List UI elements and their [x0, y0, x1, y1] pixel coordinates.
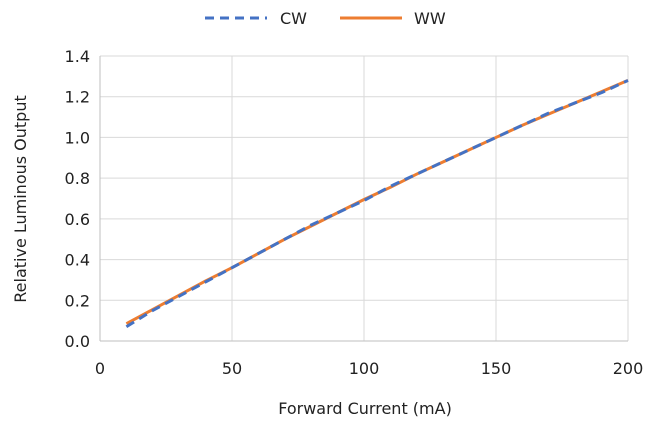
x-tick-label: 100 — [349, 359, 380, 378]
y-tick-label: 0.4 — [65, 251, 90, 270]
x-tick-label: 150 — [481, 359, 512, 378]
y-tick-label: 0.2 — [65, 291, 90, 310]
x-tick-label: 0 — [95, 359, 105, 378]
x-tick-label: 50 — [222, 359, 242, 378]
series-line-ww — [125, 79, 629, 326]
series-layer — [125, 79, 629, 329]
y-tick-label: 1.0 — [65, 128, 90, 147]
y-tick-label: 0.0 — [65, 332, 90, 351]
y-tick-label: 0.8 — [65, 169, 90, 188]
y-tick-label: 1.4 — [65, 47, 90, 66]
tick-labels: 0.0 0.2 0.4 0.6 0.8 1.0 1.2 1.4 0 50 100 150 200 — [65, 47, 644, 378]
series-line-cw — [125, 79, 629, 329]
x-axis-title: Forward Current (mA) — [278, 399, 452, 418]
x-tick-label: 200 — [613, 359, 644, 378]
axes — [99, 56, 628, 342]
legend-label-cw: CW — [280, 9, 307, 28]
legend: CW WW — [205, 9, 446, 28]
y-tick-label: 0.6 — [65, 210, 90, 229]
grid-lines — [100, 55, 629, 341]
y-tick-label: 1.2 — [65, 88, 90, 107]
legend-label-ww: WW — [414, 9, 446, 28]
y-axis-title: Relative Luminous Output — [11, 95, 30, 302]
